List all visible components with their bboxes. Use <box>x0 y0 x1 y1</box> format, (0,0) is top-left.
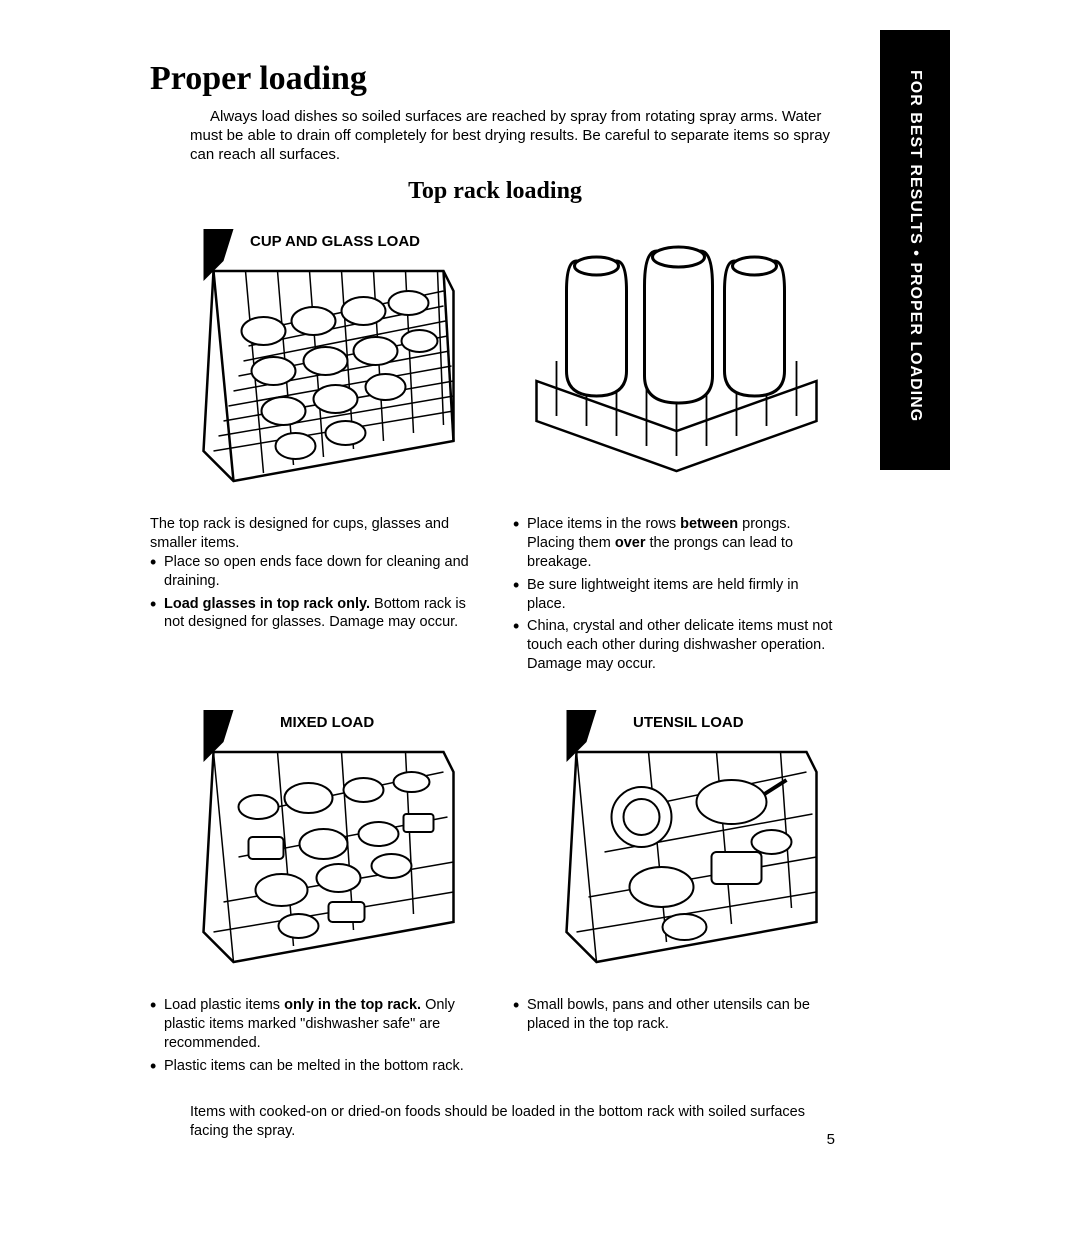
bullet-list: Place items in the rows between prongs. … <box>513 515 840 674</box>
figure-row-1: CUP AND GLASS LOAD The top rack is desig… <box>150 221 840 678</box>
col-right-2: UTENSIL LOAD Small bowls, pans and other… <box>513 702 840 1079</box>
rack-illustration-icon <box>150 702 477 982</box>
figure-label: MIXED LOAD <box>280 714 374 731</box>
section-subtitle: Top rack loading <box>150 178 840 205</box>
section-tab-sidebar: FOR BEST RESULTS • PROPER LOADING <box>880 30 950 470</box>
manual-page: FOR BEST RESULTS • PROPER LOADING Proper… <box>0 0 1080 1243</box>
intro-paragraph: Always load dishes so soiled surfaces ar… <box>190 108 840 164</box>
list-item: Place so open ends face down for cleanin… <box>150 553 477 591</box>
col-left-1: CUP AND GLASS LOAD The top rack is desig… <box>150 221 477 678</box>
figure-utensil-load: UTENSIL LOAD <box>513 702 840 982</box>
bullet-list: Small bowls, pans and other utensils can… <box>513 996 840 1034</box>
figure-mixed-load: MIXED LOAD <box>150 702 477 982</box>
figure-label: UTENSIL LOAD <box>633 714 744 731</box>
list-item: Small bowls, pans and other utensils can… <box>513 996 840 1034</box>
list-item: Be sure lightweight items are held firml… <box>513 576 840 614</box>
bold-text: Load glasses in top rack only. <box>164 596 370 612</box>
page-number: 5 <box>827 1131 835 1148</box>
figure-cup-glass-load: CUP AND GLASS LOAD <box>150 221 477 501</box>
bold-text: over <box>615 535 646 551</box>
rack-illustration-icon <box>513 702 840 982</box>
figure-glasses-between-prongs <box>513 221 840 501</box>
text: Load plastic items <box>164 997 284 1013</box>
list-item: Load glasses in top rack only. Bottom ra… <box>150 595 477 633</box>
list-item: Load plastic items only in the top rack.… <box>150 996 477 1053</box>
col-left-2: MIXED LOAD Load plastic items only in th… <box>150 702 477 1079</box>
glasses-prongs-icon <box>513 221 840 501</box>
text: Place items in the rows <box>527 516 680 532</box>
list-item: Place items in the rows between prongs. … <box>513 515 840 572</box>
rack-illustration-icon <box>150 221 477 501</box>
figure-row-2: MIXED LOAD Load plastic items only in th… <box>150 702 840 1079</box>
closing-paragraph: Items with cooked-on or dried-on foods s… <box>190 1103 840 1141</box>
page-title: Proper loading <box>150 60 840 98</box>
list-item: China, crystal and other delicate items … <box>513 617 840 674</box>
bold-text: only in the top rack. <box>284 997 421 1013</box>
bullet-list: Place so open ends face down for cleanin… <box>150 553 477 632</box>
page-content: Proper loading Always load dishes so soi… <box>150 60 840 1141</box>
section-tab-label: FOR BEST RESULTS • PROPER LOADING <box>906 70 924 422</box>
bold-text: between <box>680 516 738 532</box>
lead-text: The top rack is designed for cups, glass… <box>150 515 477 553</box>
col-right-1: Place items in the rows between prongs. … <box>513 221 840 678</box>
list-item: Plastic items can be melted in the botto… <box>150 1057 477 1076</box>
figure-label: CUP AND GLASS LOAD <box>250 233 420 250</box>
bullet-list: Load plastic items only in the top rack.… <box>150 996 477 1075</box>
